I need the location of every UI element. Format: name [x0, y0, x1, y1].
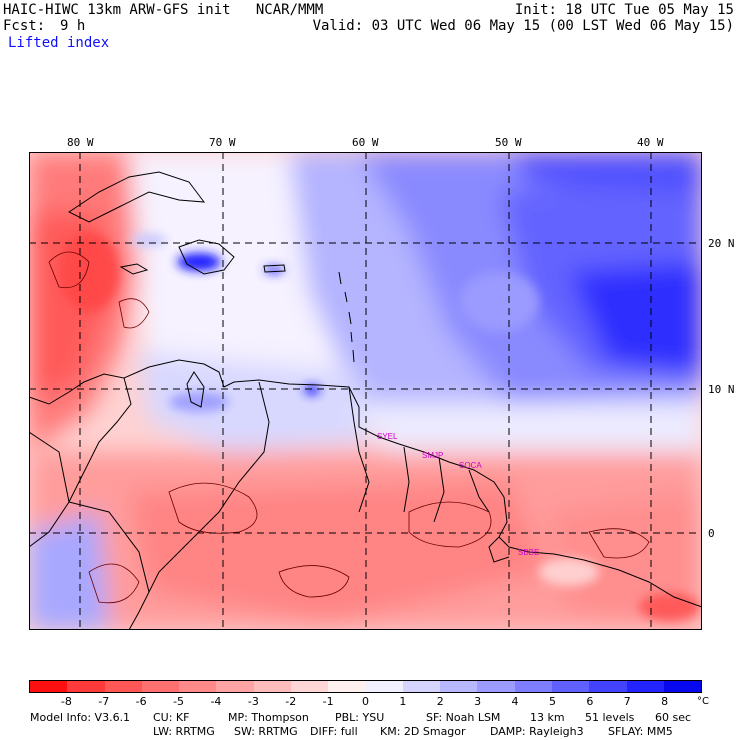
footer-mp: MP: Thompson: [228, 711, 309, 724]
colorbar-segment: [104, 681, 142, 692]
lat-label-20n: 20 N: [708, 237, 735, 250]
station-smjp: SMJP: [422, 451, 443, 460]
colorbar-segment: [290, 681, 329, 692]
colorbar-tick-label: 6: [586, 695, 594, 708]
colorbar-segment: [216, 681, 254, 692]
colorbar-segment: [589, 681, 627, 692]
lon-label-80w: 80 W: [67, 136, 94, 149]
colorbar-tick-label: 2: [436, 695, 444, 708]
colorbar-segment: [663, 681, 702, 692]
forecast-label: Fcst:: [3, 18, 46, 34]
map-svg: SYEL SMJP SOCA SBBE: [29, 152, 702, 630]
footer-model-info: Model Info: V3.6.1: [30, 711, 131, 724]
colorbar-tick-label: -7: [98, 695, 110, 708]
lon-label-50w: 50 W: [495, 136, 522, 149]
colorbar-segment: [253, 681, 291, 692]
colorbar-segment: [477, 681, 515, 692]
field-name: Lifted index: [8, 35, 110, 51]
footer-lw: LW: RRTMG: [153, 725, 215, 738]
forecast-hour: 9 h: [60, 18, 86, 34]
colorbar-segment: [514, 681, 552, 692]
colorbar-segment: [67, 681, 105, 692]
lat-label-10n: 10 N: [708, 383, 735, 396]
lon-label-60w: 60 W: [352, 136, 379, 149]
footer-cu: CU: KF: [153, 711, 190, 724]
colorbar-tick-label: 0: [362, 695, 369, 708]
lat-label-0: 0: [708, 527, 715, 540]
station-sbbe: SBBE: [518, 548, 539, 557]
colorbar-unit: °C: [697, 696, 709, 707]
footer-pbl: PBL: YSU: [335, 711, 385, 724]
colorbar-tick-label: -4: [210, 695, 222, 708]
colorbar-tick-label: 1: [399, 695, 407, 708]
colorbar-segment: [440, 681, 478, 692]
colorbar-tick-label: 4: [511, 695, 519, 708]
colorbar-tick-label: -2: [285, 695, 297, 708]
colorbar-tick-label: -8: [60, 695, 72, 708]
station-labels: SYEL SMJP SOCA SBBE: [377, 432, 539, 557]
footer-sf: SF: Noah LSM: [426, 711, 501, 724]
colorbar-segment: [30, 681, 68, 692]
colorbar-tick-label: -3: [247, 695, 259, 708]
footer-sflay: SFLAY: MM5: [608, 725, 673, 738]
model-title: HAIC-HIWC 13km ARW-GFS init NCAR/MMM: [3, 2, 324, 18]
colorbar-tick-label: -5: [173, 695, 185, 708]
lat-lon-grid: [29, 152, 702, 630]
colorbar-tick-label: 8: [661, 695, 669, 708]
init-time: Init: 18 UTC Tue 05 May 15: [514, 2, 734, 18]
colorbar-segment: [179, 681, 217, 692]
station-syel: SYEL: [377, 432, 398, 441]
field-spots: [59, 232, 699, 621]
map-frame: [29, 152, 702, 630]
footer-levels: 51 levels: [585, 711, 635, 724]
colorbar-segment: [402, 681, 441, 692]
colorbar-segment: [626, 681, 664, 692]
colorbar-segment: [365, 681, 403, 692]
colorbar-segment: [551, 681, 590, 692]
colorbar-tick-label: 7: [623, 695, 631, 708]
colorbar-tick-label: -1: [322, 695, 334, 708]
colorbar-tick-label: 5: [548, 695, 556, 708]
colorbar-segment: [328, 681, 366, 692]
colorbar-segment: [141, 681, 180, 692]
station-soca: SOCA: [459, 461, 482, 470]
colorbar: [29, 680, 702, 693]
footer-damp: DAMP: Rayleigh3: [490, 725, 584, 738]
footer-timestep: 60 sec: [655, 711, 692, 724]
footer-resolution: 13 km: [530, 711, 565, 724]
lon-label-40w: 40 W: [637, 136, 664, 149]
footer-sw: SW: RRTMG: [234, 725, 298, 738]
footer-km: KM: 2D Smagor: [380, 725, 466, 738]
colorbar-tick-label: 3: [474, 695, 482, 708]
lifted-index-map: SYEL SMJP SOCA SBBE: [29, 152, 702, 630]
colorbar-tick-label: -6: [135, 695, 147, 708]
footer-diff: DIFF: full: [310, 725, 358, 738]
valid-time: Valid: 03 UTC Wed 06 May 15 (00 LST Wed …: [312, 18, 734, 34]
lon-label-70w: 70 W: [209, 136, 236, 149]
contours: [48, 251, 650, 604]
